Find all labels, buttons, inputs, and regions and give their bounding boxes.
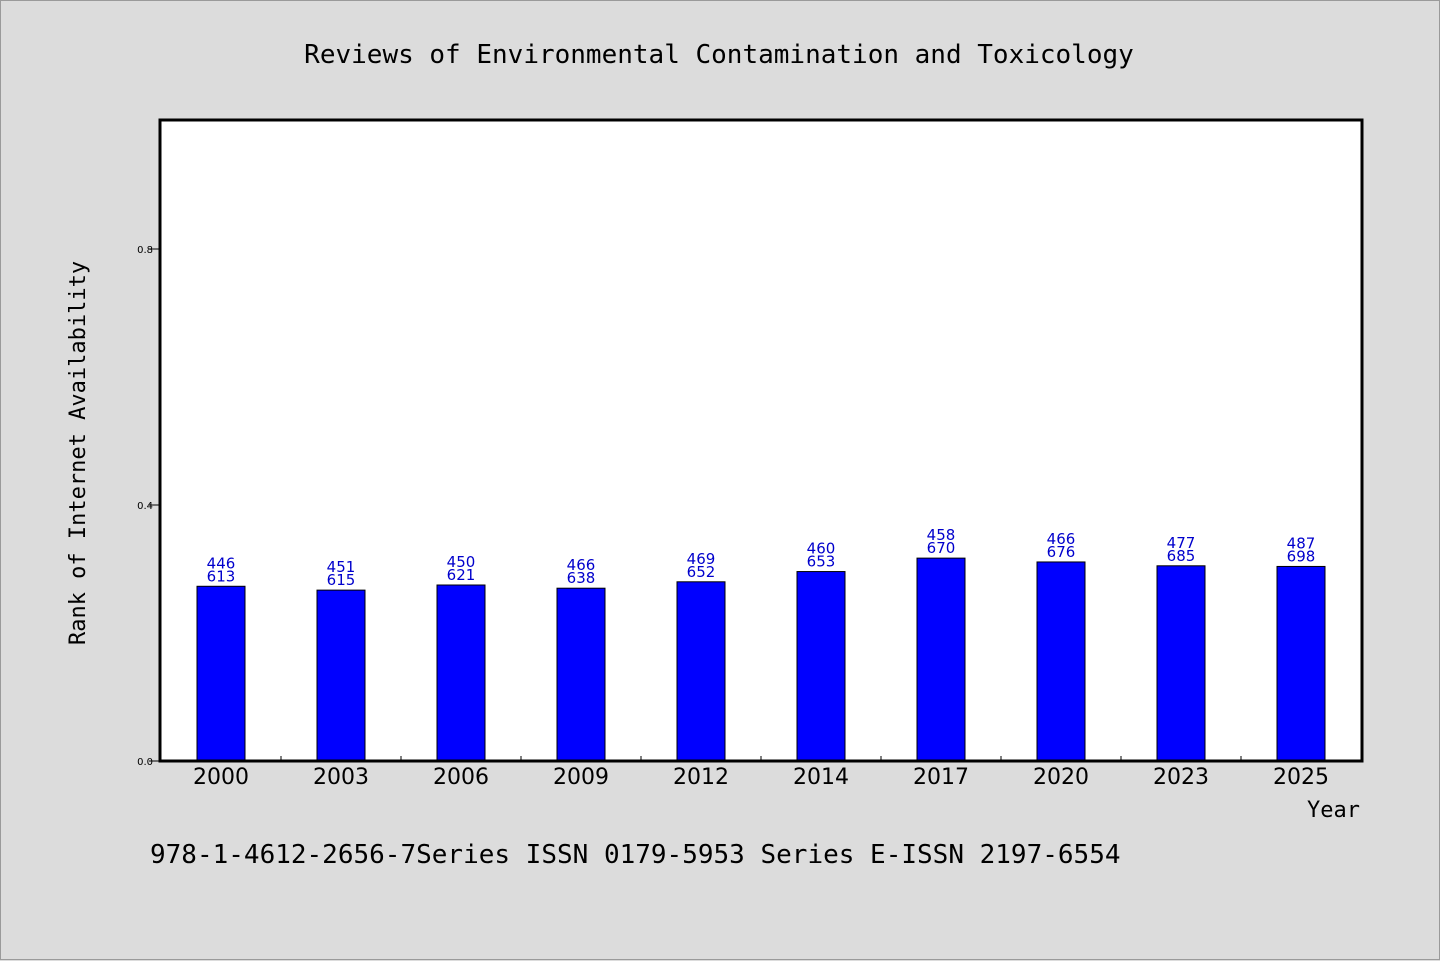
bar-label-top-2023: 477 — [1167, 534, 1196, 552]
x-tick-label-2003: 2003 — [313, 765, 369, 790]
bar-2006 — [436, 584, 486, 762]
plot-border — [158, 118, 1364, 763]
y-tick-label-0.0: 0.0 — [137, 757, 153, 768]
bar-2012 — [676, 581, 726, 762]
x-tick-label-2017: 2017 — [913, 765, 969, 790]
bar-label-bottom-2025: 698 — [1287, 547, 1316, 565]
bar-2023 — [1156, 565, 1206, 762]
bar-label-bottom-2003: 615 — [327, 571, 356, 589]
bar-label-bottom-2014: 653 — [807, 553, 836, 571]
bar-2009 — [556, 587, 606, 762]
bar-label-bottom-2006: 621 — [447, 566, 476, 584]
bar-label-top-2017: 458 — [927, 526, 956, 544]
bar-label-bottom-2000: 613 — [207, 567, 236, 585]
y-axis-ticks: 0.0 0.4 0.8 — [137, 245, 161, 768]
bar-label-top-2020: 466 — [1047, 530, 1076, 548]
x-tick-label-2023: 2023 — [1153, 765, 1209, 790]
x-tick-label-2025: 2025 — [1273, 765, 1329, 790]
bars-group — [196, 557, 1326, 762]
bar-label-top-2006: 450 — [447, 553, 476, 571]
bar-label-top-2003: 451 — [327, 558, 356, 576]
x-axis-title: Year — [1307, 798, 1360, 823]
y-tick-label-0.4: 0.4 — [137, 501, 153, 512]
y-tick-label-0.8: 0.8 — [137, 245, 153, 256]
x-tick-label-2014: 2014 — [793, 765, 849, 790]
bar-2020 — [1036, 561, 1086, 762]
bar-2014 — [796, 571, 846, 762]
bar-label-top-2012: 469 — [687, 550, 716, 568]
x-tick-label-2006: 2006 — [433, 765, 489, 790]
footer-issn-text: 978-1-4612-2656-7Series ISSN 0179-5953 S… — [150, 840, 1121, 870]
bar-label-bottom-2012: 652 — [687, 563, 716, 581]
y-axis-title: Rank of Internet Availability — [66, 261, 91, 645]
bar-label-bottom-2020: 676 — [1047, 543, 1076, 561]
x-tick-label-2020: 2020 — [1033, 765, 1089, 790]
bar-labels-group: 4466134516154506214666384696524606534586… — [207, 526, 1316, 589]
x-tick-label-2009: 2009 — [553, 765, 609, 790]
bar-label-top-2025: 487 — [1287, 534, 1316, 552]
bar-label-top-2014: 460 — [807, 540, 836, 558]
x-tick-label-2000: 2000 — [193, 765, 249, 790]
bar-2025 — [1276, 565, 1326, 762]
chart-title: Reviews of Environmental Contamination a… — [304, 40, 1134, 70]
bar-2003 — [316, 589, 366, 762]
bar-label-bottom-2009: 638 — [567, 569, 596, 587]
x-axis-ticks: 2000 2003 2006 2009 2012 2014 2017 2020 2023 2025 — [193, 756, 1329, 790]
bar-2000 — [196, 585, 246, 762]
bar-label-top-2000: 446 — [207, 554, 236, 572]
bar-label-bottom-2017: 670 — [927, 539, 956, 557]
bar-2017 — [916, 557, 966, 762]
x-tick-label-2012: 2012 — [673, 765, 729, 790]
bar-label-bottom-2023: 685 — [1167, 547, 1196, 565]
bar-label-top-2009: 466 — [567, 556, 596, 574]
